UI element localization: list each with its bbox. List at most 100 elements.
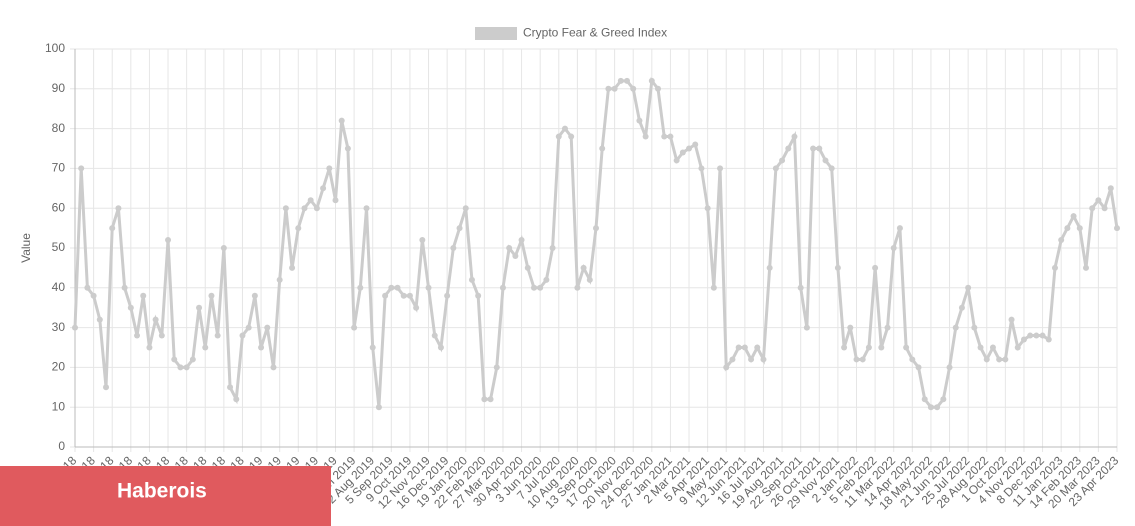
data-point: [251, 292, 258, 299]
data-point: [400, 292, 407, 299]
data-point: [487, 396, 494, 403]
y-tick-label: 50: [52, 240, 66, 254]
y-axis-label: Value: [19, 233, 33, 263]
data-point: [834, 264, 841, 271]
data-point: [853, 356, 860, 363]
data-point: [1076, 225, 1083, 232]
data-point: [468, 276, 475, 283]
data-point: [84, 284, 91, 291]
data-point: [816, 145, 823, 152]
data-point: [636, 117, 643, 124]
data-point: [1033, 332, 1040, 339]
data-point: [239, 332, 246, 339]
y-tick-label: 30: [52, 320, 66, 334]
data-point: [196, 304, 203, 311]
data-point: [462, 205, 469, 212]
data-point: [183, 364, 190, 371]
data-point: [518, 237, 525, 244]
data-point: [78, 165, 85, 172]
data-point: [555, 133, 562, 140]
data-point: [103, 384, 110, 391]
y-tick-label: 100: [45, 41, 65, 55]
data-point: [741, 344, 748, 351]
data-point: [717, 165, 724, 172]
data-point: [996, 356, 1003, 363]
data-point: [748, 356, 755, 363]
data-point: [189, 356, 196, 363]
data-point: [233, 396, 240, 403]
data-point: [524, 264, 531, 271]
data-point: [1039, 332, 1046, 339]
data-point: [574, 284, 581, 291]
data-point: [419, 237, 426, 244]
data-point: [332, 197, 339, 204]
data-point: [307, 197, 314, 204]
data-point: [530, 284, 537, 291]
data-point: [692, 141, 699, 148]
data-point: [512, 252, 519, 259]
data-point: [406, 292, 413, 299]
data-point: [437, 344, 444, 351]
data-point: [382, 292, 389, 299]
data-point: [847, 324, 854, 331]
data-point: [1089, 205, 1096, 212]
data-point: [72, 324, 78, 331]
data-point: [245, 324, 252, 331]
data-point: [624, 77, 631, 84]
data-point: [927, 404, 934, 411]
brand-background: [0, 466, 331, 526]
data-point: [493, 364, 500, 371]
data-point: [1002, 356, 1009, 363]
legend-label: Crypto Fear & Greed Index: [523, 26, 667, 40]
y-tick-label: 90: [52, 81, 66, 95]
data-point: [363, 205, 370, 212]
data-point: [1045, 336, 1052, 343]
data-point: [549, 245, 556, 251]
data-point: [444, 292, 451, 299]
brand-name: Haberois: [117, 480, 207, 503]
data-point: [499, 284, 506, 291]
data-point: [1027, 332, 1034, 339]
data-point: [1051, 264, 1058, 271]
data-point: [1070, 213, 1077, 220]
data-point: [301, 205, 308, 212]
data-point: [810, 145, 817, 152]
data-point: [723, 364, 730, 371]
data-point: [506, 245, 513, 251]
data-point: [803, 324, 810, 331]
data-point: [661, 133, 668, 140]
legend-swatch: [475, 27, 517, 40]
data-point: [475, 292, 482, 299]
data-point: [642, 133, 649, 140]
data-point: [388, 284, 395, 291]
y-tick-label: 40: [52, 280, 66, 294]
data-point: [264, 324, 271, 331]
data-point: [896, 225, 903, 232]
data-point: [1008, 316, 1015, 323]
y-tick-label: 60: [52, 200, 66, 214]
data-point: [859, 356, 866, 363]
data-point: [686, 145, 693, 152]
data-point: [934, 404, 941, 411]
data-point: [599, 145, 606, 152]
data-point: [878, 344, 885, 351]
data-point: [673, 157, 680, 164]
data-point: [772, 165, 779, 172]
data-point: [431, 332, 438, 339]
data-point: [1114, 225, 1120, 232]
data-point: [270, 364, 277, 371]
data-point: [971, 324, 978, 331]
data-point: [1082, 264, 1089, 271]
data-point: [828, 165, 835, 172]
data-point: [958, 304, 965, 311]
data-point: [952, 324, 959, 331]
data-point: [611, 85, 618, 92]
data-point: [797, 284, 804, 291]
data-point: [561, 125, 568, 132]
data-point: [456, 225, 463, 232]
data-point: [568, 133, 575, 140]
data-point: [1101, 205, 1108, 212]
data-point: [1020, 336, 1027, 343]
data-point: [865, 344, 872, 351]
data-point: [481, 396, 488, 403]
